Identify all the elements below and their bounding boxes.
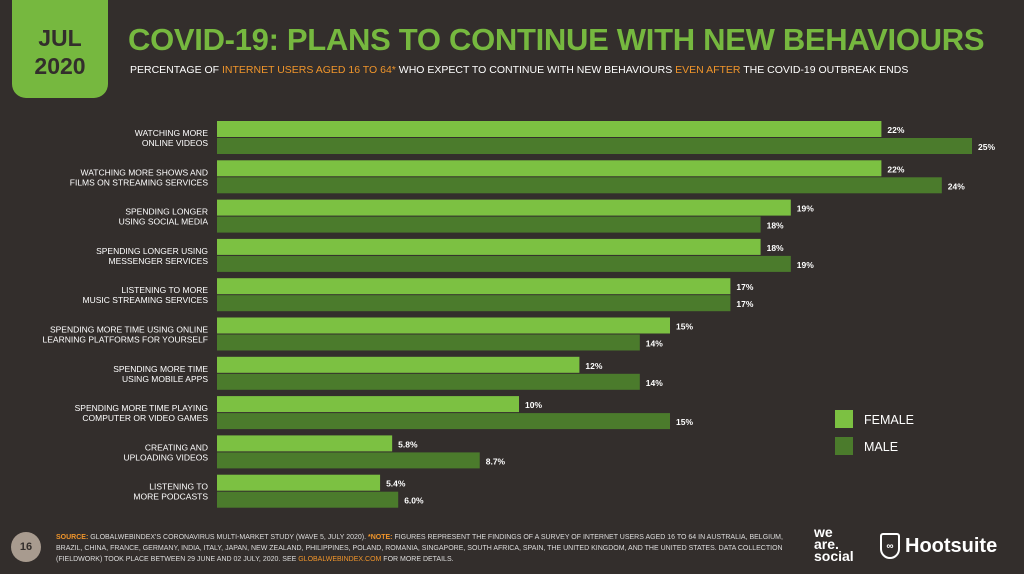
data-label: 25% [978, 142, 995, 152]
source-text: GLOBALWEBINDEX'S CORONAVIRUS MULTI-MARKE… [88, 534, 368, 541]
source-note: SOURCE: GLOBALWEBINDEX'S CORONAVIRUS MUL… [56, 532, 796, 565]
owl-icon: ∞ [880, 533, 900, 559]
bar-female [217, 160, 882, 177]
bar-female [217, 199, 791, 216]
category-label: WATCHING MORE [135, 128, 209, 138]
bar-male [217, 255, 791, 272]
we-are-social-logo: we are. social [814, 524, 854, 564]
legend-label: MALE [864, 440, 898, 454]
bar-female [217, 474, 381, 491]
bar-male [217, 295, 731, 312]
data-label: 19% [797, 204, 814, 214]
bar-male [217, 413, 670, 430]
bar-male [217, 216, 761, 233]
category-label: LISTENING TO MORE [121, 285, 208, 295]
category-label: MESSENGER SERVICES [108, 256, 208, 266]
bar-male [217, 373, 640, 390]
bar-female [217, 435, 393, 452]
data-label: 12% [585, 361, 602, 371]
source-label: SOURCE: [56, 534, 89, 541]
category-label: LISTENING TO [149, 482, 208, 492]
subtitle-highlight: EVEN AFTER [675, 64, 741, 76]
data-label: 10% [525, 400, 542, 410]
bar-female [217, 238, 761, 255]
legend-swatch-male [835, 437, 853, 455]
page-subtitle: PERCENTAGE OF INTERNET USERS AGED 16 TO … [130, 64, 908, 76]
note-tail: FOR MORE DETAILS. [381, 556, 454, 563]
page-number: 16 [11, 532, 41, 562]
category-label: USING MOBILE APPS [122, 374, 208, 384]
category-label: SPENDING LONGER [125, 207, 208, 217]
data-label: 14% [646, 378, 663, 388]
note-label: *NOTE: [368, 534, 393, 541]
bar-female [217, 121, 882, 137]
category-label: ONLINE VIDEOS [142, 138, 208, 148]
bar-male [217, 491, 399, 508]
bar-female [217, 317, 670, 334]
data-label: 22% [887, 125, 904, 135]
data-label: 6.0% [404, 496, 424, 506]
category-label: SPENDING MORE TIME USING ONLINE [50, 325, 208, 335]
category-label: FILMS ON STREAMING SERVICES [70, 177, 209, 187]
data-label: 22% [887, 164, 904, 174]
data-label: 5.8% [398, 439, 418, 449]
category-label: COMPUTER OR VIDEO GAMES [82, 413, 208, 423]
category-label: SPENDING LONGER USING [96, 246, 208, 256]
data-label: 5.4% [386, 479, 406, 489]
data-label: 18% [767, 243, 784, 253]
note-text: FIGURES REPRESENT THE FINDINGS OF A SURV… [56, 534, 783, 563]
page-title: COVID-19: PLANS TO CONTINUE WITH NEW BEH… [128, 22, 985, 57]
data-label: 15% [676, 322, 693, 332]
source-link[interactable]: GLOBALWEBINDEX.COM [298, 556, 382, 563]
date-year: 2020 [34, 53, 86, 79]
category-label: CREATING AND [145, 442, 208, 452]
data-label: 17% [736, 282, 753, 292]
bar-female [217, 356, 580, 373]
bar-male [217, 138, 972, 154]
subtitle-part: WHO EXPECT TO CONTINUE WITH NEW BEHAVIOU… [395, 64, 676, 76]
data-label: 19% [797, 260, 814, 270]
date-badge: JUL 2020 [12, 0, 108, 98]
bar-male [217, 177, 942, 194]
category-label: SPENDING MORE TIME PLAYING [75, 403, 208, 413]
bar-female [217, 396, 519, 413]
category-label: SPENDING MORE TIME [113, 364, 208, 374]
category-label: USING SOCIAL MEDIA [119, 217, 209, 227]
hootsuite-logo: ∞ Hootsuite [880, 533, 997, 559]
data-label: 24% [948, 181, 965, 191]
data-label: 15% [676, 417, 693, 427]
data-label: 8.7% [486, 456, 506, 466]
bar-female [217, 278, 731, 295]
bar-male [217, 452, 480, 469]
category-label: LEARNING PLATFORMS FOR YOURSELF [43, 335, 208, 345]
legend-swatch-female [835, 410, 853, 428]
category-label: MORE PODCASTS [133, 492, 208, 502]
date-month: JUL [38, 25, 82, 51]
category-label: MUSIC STREAMING SERVICES [83, 295, 209, 305]
category-label: UPLOADING VIDEOS [123, 452, 208, 462]
subtitle-part: PERCENTAGE OF [130, 64, 222, 76]
category-label: WATCHING MORE SHOWS AND [81, 167, 209, 177]
data-label: 14% [646, 339, 663, 349]
data-label: 17% [736, 299, 753, 309]
data-label: 18% [767, 221, 784, 231]
bar-male [217, 334, 640, 351]
subtitle-highlight: INTERNET USERS AGED 16 TO 64* [221, 64, 396, 76]
subtitle-part: THE COVID-19 OUTBREAK ENDS [740, 64, 909, 76]
legend-label: FEMALE [864, 413, 914, 427]
